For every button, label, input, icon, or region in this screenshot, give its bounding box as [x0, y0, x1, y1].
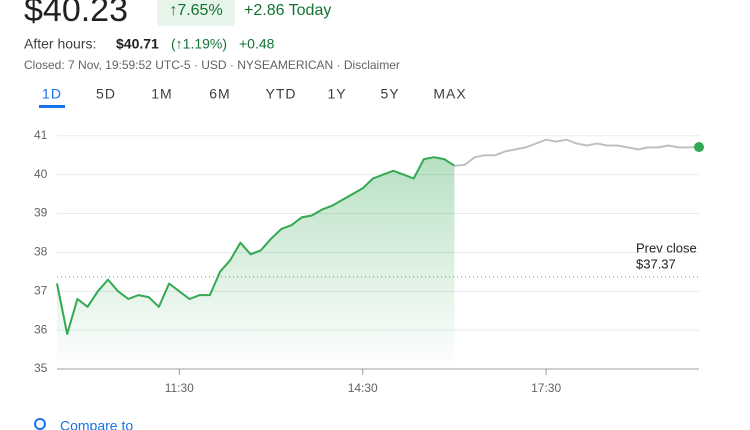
change-pct: ↑7.65% — [169, 2, 222, 19]
after-hours-change: +0.48 — [239, 36, 275, 52]
range-tab[interactable]: 1M — [151, 86, 172, 102]
range-tab[interactable]: 1Y — [327, 86, 346, 102]
after-hours-label: After hours: — [24, 36, 96, 52]
range-tab[interactable]: 5Y — [380, 86, 399, 102]
y-tick-label: 38 — [34, 245, 48, 259]
price-line — [56, 156, 455, 335]
x-tick-label: 17:30 — [531, 381, 561, 395]
price-line — [454, 138, 700, 167]
range-tab[interactable]: 5D — [96, 86, 116, 102]
range-tab[interactable]: 1D — [42, 86, 62, 102]
area — [57, 157, 455, 369]
price: $40.23 — [24, 0, 128, 29]
prev-close-label: Prev close — [636, 240, 697, 255]
range-tab[interactable]: YTD — [266, 86, 297, 102]
change-chip — [157, 0, 235, 26]
y-tick-label: 37 — [34, 283, 48, 297]
compare-link[interactable]: Compare to — [60, 418, 133, 430]
end-dot — [694, 142, 704, 153]
y-tick-label: 39 — [34, 206, 48, 220]
change: +2.86 Today — [244, 2, 331, 19]
range-tab[interactable]: MAX — [433, 86, 466, 102]
y-tick-label: 35 — [34, 361, 48, 375]
closed-info: Closed: 7 Nov, 19:59:52 UTC-5 · USD · NY… — [24, 58, 400, 72]
search-icon — [34, 418, 46, 430]
after-hours-pct: (↑1.19%) — [171, 36, 227, 52]
after-hours-price: $40.71 — [116, 36, 159, 52]
x-tick-label: 14:30 — [348, 381, 378, 395]
x-tick-label: 11:30 — [165, 381, 194, 395]
tab-underline — [39, 105, 65, 108]
range-tab[interactable]: 6M — [209, 86, 230, 102]
y-tick-label: 40 — [34, 167, 48, 181]
y-tick-label: 36 — [34, 322, 48, 336]
y-tick-label: 41 — [34, 128, 48, 142]
prev-close-value: $37.37 — [636, 256, 676, 271]
